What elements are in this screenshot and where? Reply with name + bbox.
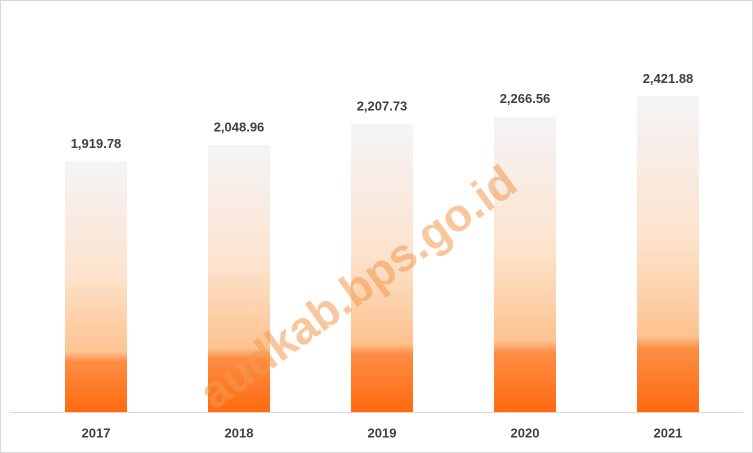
x-tick-label: 2018 [225, 425, 254, 440]
x-tick-label: 2019 [368, 425, 397, 440]
bar [494, 116, 556, 413]
value-label: 2,207.73 [357, 99, 408, 114]
value-label: 2,048.96 [214, 119, 265, 134]
bar [65, 161, 127, 412]
bar [351, 124, 413, 413]
x-tick-label: 2020 [511, 425, 540, 440]
value-label: 2,266.56 [500, 91, 551, 106]
bar [637, 96, 699, 413]
bar [208, 144, 270, 412]
x-tick-label: 2017 [82, 425, 111, 440]
value-label: 2,421.88 [643, 71, 694, 86]
value-label: 1,919.78 [71, 136, 122, 151]
x-tick-label: 2021 [654, 425, 683, 440]
